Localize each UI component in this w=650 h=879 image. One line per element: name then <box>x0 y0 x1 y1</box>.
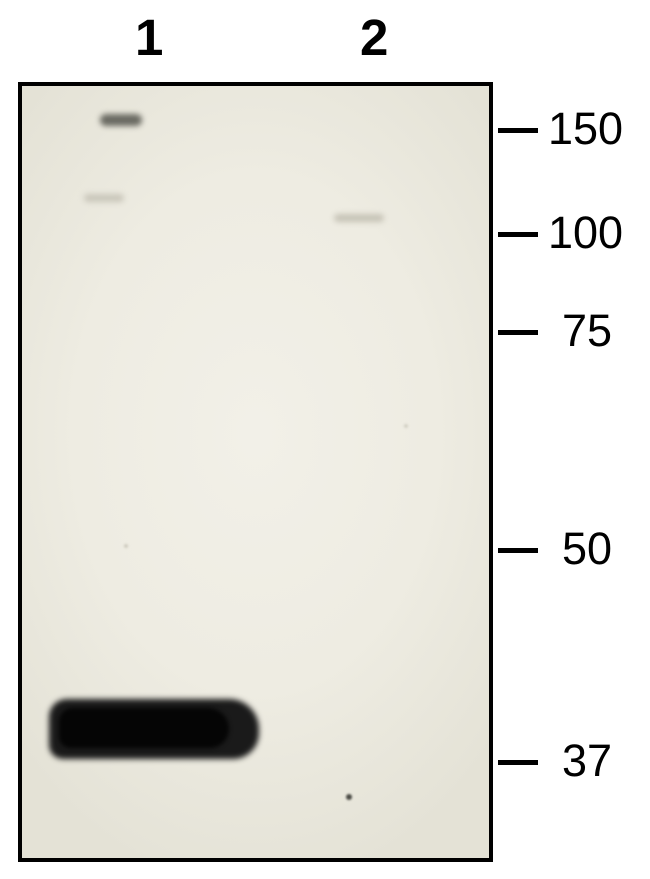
main-band-lane1-core <box>59 708 229 748</box>
western-blot-figure: 1 2 150 100 75 50 37 <box>0 0 650 879</box>
marker-label-37: 37 <box>562 735 612 787</box>
marker-tick-37 <box>498 760 538 765</box>
speck <box>404 424 408 428</box>
speck <box>124 544 128 548</box>
marker-tick-150 <box>498 128 538 133</box>
marker-label-50: 50 <box>562 523 612 575</box>
faint-band-lane2-100 <box>334 214 384 222</box>
marker-tick-75 <box>498 330 538 335</box>
marker-label-75: 75 <box>562 305 612 357</box>
marker-tick-100 <box>498 232 538 237</box>
faint-band-lane1-upper <box>84 194 124 202</box>
marker-tick-50 <box>498 548 538 553</box>
marker-label-100: 100 <box>548 207 623 259</box>
lane-label-2: 2 <box>360 8 388 67</box>
lane-label-1: 1 <box>135 8 163 67</box>
speck <box>346 794 352 800</box>
blot-membrane <box>18 82 493 862</box>
marker-label-150: 150 <box>548 103 623 155</box>
faint-band-lane1-top <box>100 114 142 126</box>
